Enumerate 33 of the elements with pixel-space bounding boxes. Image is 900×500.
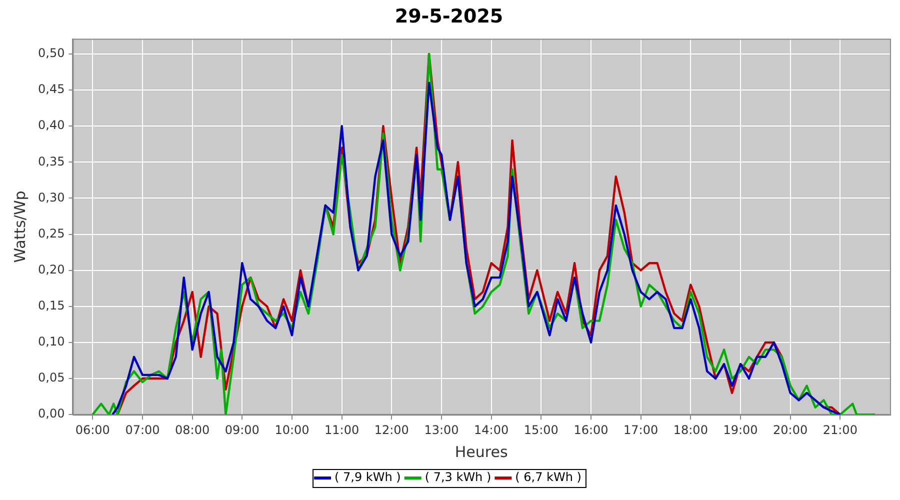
x-tick-label: 12:00 xyxy=(374,422,409,437)
x-tick-label: 14:00 xyxy=(474,422,509,437)
y-tick-label: 0,05 xyxy=(38,370,65,385)
x-tick-label: 16:00 xyxy=(574,422,608,437)
x-tick-label: 13:00 xyxy=(424,422,459,437)
y-tick-label: 0,40 xyxy=(38,118,65,132)
y-tick-label: 0,30 xyxy=(38,190,65,204)
y-tick-label: 0,10 xyxy=(38,334,65,349)
x-tick-label: 15:00 xyxy=(524,422,558,437)
x-tick-label: 17:00 xyxy=(624,422,658,437)
legend-label: ( 6,7 kWh ) xyxy=(515,470,582,484)
x-tick-label: 18:00 xyxy=(673,422,708,437)
x-tick-label: 08:00 xyxy=(175,422,210,437)
x-tick-label: 06:00 xyxy=(75,422,110,437)
x-tick-label: 21:00 xyxy=(822,422,858,437)
y-tick-label: 0,15 xyxy=(38,298,65,313)
y-tick-label: 0,50 xyxy=(38,46,65,60)
y-tick-label: 0,20 xyxy=(38,262,65,276)
y-tick-label: 0,00 xyxy=(38,406,65,421)
x-tick-label: 11:00 xyxy=(324,422,360,437)
y-tick-label: 0,45 xyxy=(38,82,65,96)
x-axis-title: Heures xyxy=(454,442,508,461)
x-tick-label: 07:00 xyxy=(125,422,160,437)
legend-label: ( 7,9 kWh ) xyxy=(334,470,401,484)
x-tick-label: 19:00 xyxy=(723,422,758,437)
y-axis-title: Watts/Wp xyxy=(10,190,29,263)
chart-title: 29-5-2025 xyxy=(394,5,504,28)
legend-label: ( 7,3 kWh ) xyxy=(424,470,492,484)
y-tick-label: 0,25 xyxy=(38,226,65,240)
y-tick-label: 0,35 xyxy=(38,154,65,168)
x-tick-label: 09:00 xyxy=(224,422,260,437)
x-tick-label: 10:00 xyxy=(274,422,310,437)
x-tick-label: 20:00 xyxy=(773,422,808,437)
